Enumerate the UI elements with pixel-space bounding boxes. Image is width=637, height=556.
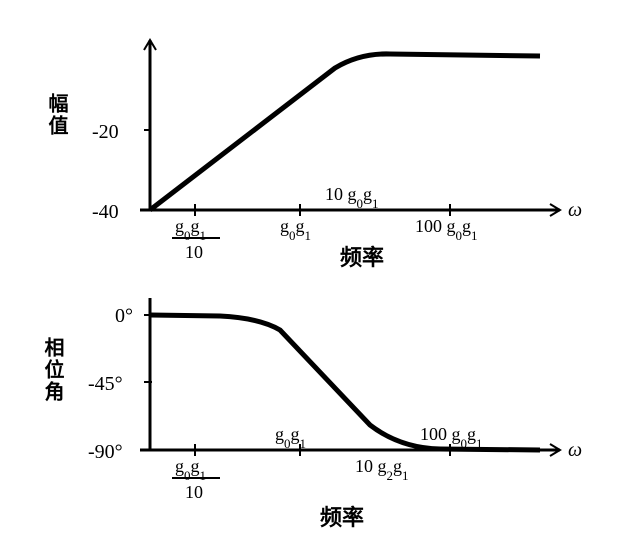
phase-ytick-label-90: -90° — [88, 441, 123, 463]
magnitude-xtick-100g0g1: 100 g0g1 — [415, 216, 478, 243]
magnitude-xtick-frac-bot: 10 — [185, 242, 203, 262]
magnitude-ytick-label-20: -20 — [92, 121, 119, 143]
bode-plots-container: 幅值 -20 -40 g0g1 10 g0g1 10 — [20, 20, 617, 536]
phase-curve — [150, 315, 540, 450]
phase-chart-panel: 相位角 0° -45° -90° g0g1 10 g0g1 10 g2g1 — [20, 290, 617, 550]
phase-omega: ω — [568, 439, 582, 461]
phase-ytick-label-0: 0° — [115, 305, 133, 327]
magnitude-xtick-10g0g1: 10 g0g1 — [325, 184, 379, 211]
magnitude-omega: ω — [568, 199, 582, 221]
phase-xtick-g0g1: g0g1 — [275, 424, 306, 451]
phase-xtick-10g2g1: 10 g2g1 — [355, 456, 409, 483]
magnitude-y-axis-label: 幅值 — [42, 93, 71, 137]
phase-xtick-frac-bot: 10 — [185, 482, 203, 502]
magnitude-chart-svg: -20 -40 g0g1 10 g0g1 10 g0g1 100 g0g1 ω … — [20, 20, 617, 280]
phase-chart-svg: 0° -45° -90° g0g1 10 g0g1 10 g2g1 100 g0… — [20, 290, 617, 550]
magnitude-ytick-label-40: -40 — [92, 201, 119, 223]
phase-ytick-label-45: -45° — [88, 373, 123, 395]
phase-x-label: 频率 — [320, 505, 364, 530]
magnitude-chart-panel: 幅值 -20 -40 g0g1 10 g0g1 10 — [20, 20, 617, 270]
phase-y-axis-label: 相位角 — [38, 337, 67, 403]
magnitude-xtick-g0g1: g0g1 — [280, 216, 311, 243]
magnitude-x-label: 频率 — [340, 245, 384, 270]
